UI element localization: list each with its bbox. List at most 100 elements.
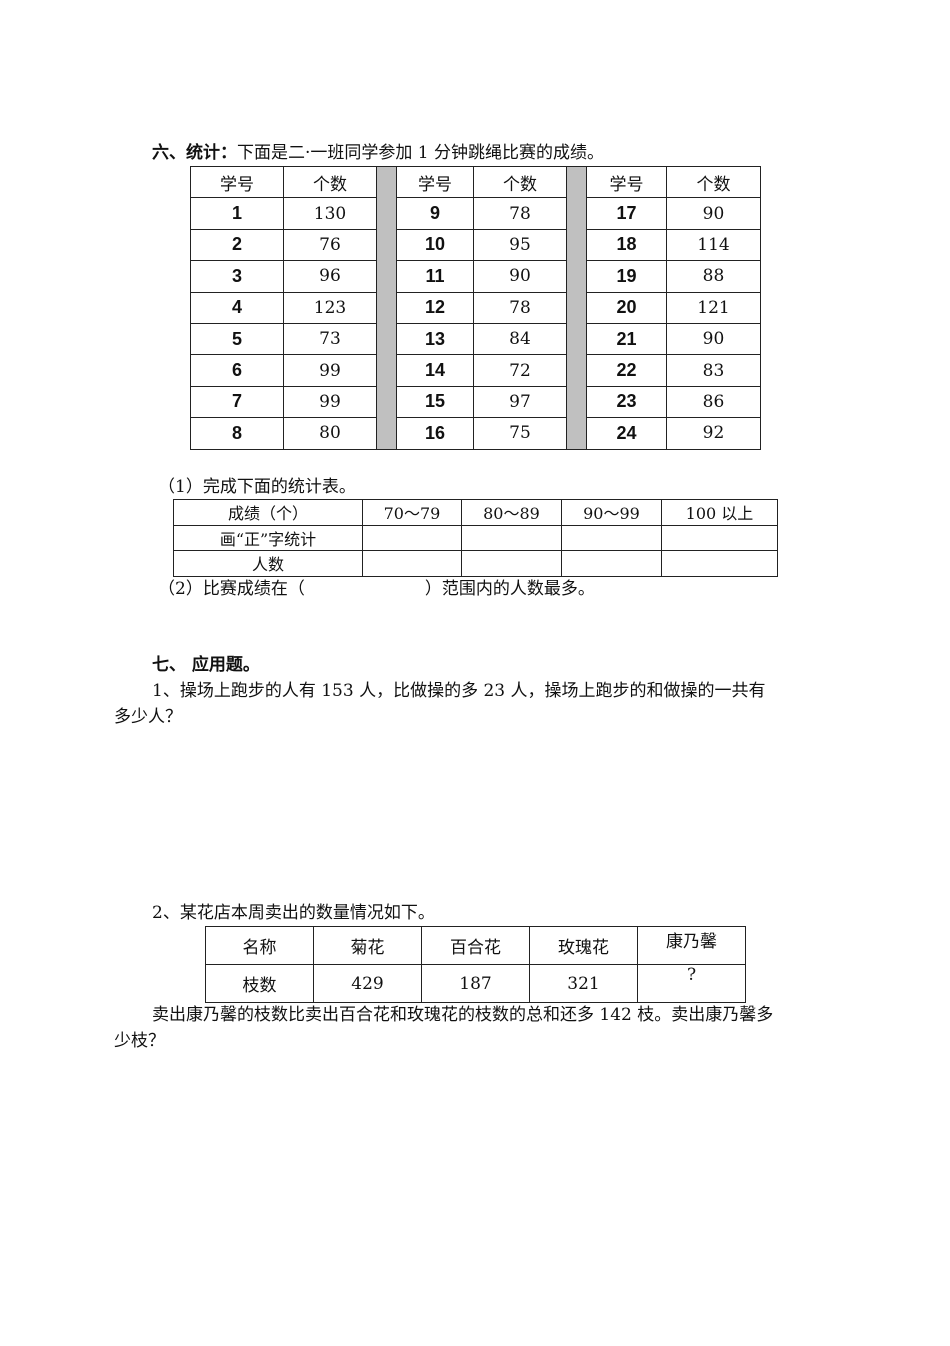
question-2-text-before: （2）比赛成绩在（ [158, 579, 305, 599]
problem-2-intro: 2、某花店本周卖出的数量情况如下。 [152, 903, 435, 923]
question-1: （1）完成下面的统计表。 [158, 477, 356, 497]
quantity-cell: 枝数 [205, 964, 314, 1003]
table-header-row: 成绩（个） 70～79 80～89 90～99 100 以上 [173, 499, 778, 526]
table-row: 名称 菊花 百合花 玫瑰花 康乃馨 [205, 926, 746, 965]
answer-cell[interactable] [362, 524, 462, 551]
tally-table: 成绩（个） 70～79 80～89 90～99 100 以上 画“正”字统计 人数 [173, 499, 778, 577]
flower-name-cell: 百合花 [421, 926, 530, 965]
student-id-cell: 16 [396, 417, 474, 450]
question-2: （2）比赛成绩在（ ）范围内的人数最多。 [158, 579, 595, 599]
flower-name-cell: 玫瑰花 [529, 926, 638, 965]
table-row: 4 123 12 78 20 121 [190, 291, 761, 324]
table-row: 人数 [173, 550, 778, 577]
quantity-cell: ? [637, 964, 746, 1003]
count-cell: 75 [473, 417, 567, 450]
count-cell: 72 [473, 354, 567, 387]
flower-name-cell: 康乃馨 [637, 926, 746, 965]
quantity-cell: 187 [421, 964, 530, 1003]
student-id-cell: 21 [586, 322, 667, 356]
student-id-cell: 22 [586, 354, 667, 387]
header-cell: 100 以上 [661, 499, 778, 526]
table-row: 1 130 9 78 17 90 [190, 197, 761, 230]
row-label: 画“正”字统计 [173, 524, 363, 551]
count-cell: 84 [473, 322, 567, 356]
student-id-cell: 10 [396, 228, 474, 262]
flower-table: 名称 菊花 百合花 玫瑰花 康乃馨 枝数 429 187 321? [205, 926, 746, 1003]
student-id-cell: 2 [190, 228, 284, 262]
student-id-cell: 23 [586, 385, 667, 419]
student-id-cell: 8 [190, 417, 284, 450]
count-cell: 97 [473, 385, 567, 419]
problem-2-line-2: 少枝？ [114, 1031, 165, 1051]
student-id-cell: 7 [190, 385, 284, 419]
answer-cell[interactable] [362, 550, 462, 577]
student-id-cell: 12 [396, 291, 474, 324]
header-cell: 90～99 [561, 499, 662, 526]
student-id-cell: 19 [586, 260, 667, 293]
answer-cell[interactable] [461, 550, 562, 577]
table-header-row: 学号 个数 学号 个数 学号 个数 [190, 165, 761, 450]
section7-heading: 七、 应用题。 [152, 655, 260, 675]
header-cell: 80～89 [461, 499, 562, 526]
table-row: 枝数 429 187 321? [205, 964, 746, 1003]
student-id-cell: 13 [396, 322, 474, 356]
flower-name-cell: 菊花 [313, 926, 422, 965]
count-cell: 90 [473, 260, 567, 293]
student-id-cell: 3 [190, 260, 284, 293]
count-cell: 78 [473, 291, 567, 324]
table-row: 7 99 15 97 23 86 [190, 385, 761, 419]
count-cell: 90 [666, 322, 761, 356]
student-id-cell: 4 [190, 291, 284, 324]
student-id-cell: 1 [190, 197, 284, 230]
count-cell: 114 [666, 228, 761, 262]
section6-title: 六、统计：下面是二·一班同学参加 1 分钟跳绳比赛的成绩。 [152, 143, 604, 163]
student-id-cell: 15 [396, 385, 474, 419]
count-cell: 92 [666, 417, 761, 450]
table-row: 5 73 13 84 21 90 [190, 322, 761, 356]
count-cell: 95 [473, 228, 567, 262]
count-cell: 80 [283, 417, 377, 450]
student-id-cell: 24 [586, 417, 667, 450]
count-cell: 121 [666, 291, 761, 324]
header-count: 个数 [473, 165, 567, 199]
count-cell: 90 [666, 197, 761, 230]
header-student-id: 学号 [586, 165, 667, 199]
answer-cell[interactable] [561, 524, 662, 551]
row-label: 人数 [173, 550, 363, 577]
count-cell: 88 [666, 260, 761, 293]
answer-cell[interactable] [461, 524, 562, 551]
quantity-cell: 429 [313, 964, 422, 1003]
section6-heading: 六、统计： [152, 143, 237, 163]
header-cell: 70～79 [362, 499, 462, 526]
answer-cell[interactable] [561, 550, 662, 577]
answer-cell[interactable] [661, 550, 778, 577]
count-cell: 73 [283, 322, 377, 356]
table-row: 画“正”字统计 [173, 524, 778, 551]
count-cell: 96 [283, 260, 377, 293]
header-count: 个数 [283, 165, 377, 199]
answer-cell[interactable] [661, 524, 778, 551]
count-cell: 76 [283, 228, 377, 262]
table-row: 2 76 10 95 18 114 [190, 228, 761, 262]
separator-cell [566, 166, 587, 450]
count-cell: 99 [283, 354, 377, 387]
count-cell: 86 [666, 385, 761, 419]
header-cell: 成绩（个） [173, 499, 363, 526]
header-student-id: 学号 [190, 165, 284, 199]
count-cell: 123 [283, 291, 377, 324]
student-id-cell: 14 [396, 354, 474, 387]
count-cell: 83 [666, 354, 761, 387]
scores-table: 学号 个数 学号 个数 学号 个数 1 130 9 78 17 90 2 76 10 95 18 114 3 96 11… [190, 165, 761, 450]
student-id-cell: 6 [190, 354, 284, 387]
header-student-id: 学号 [396, 165, 474, 199]
flower-name-cell: 名称 [205, 926, 314, 965]
table-row: 6 99 14 72 22 83 [190, 354, 761, 387]
student-id-cell: 18 [586, 228, 667, 262]
separator-cell [376, 166, 397, 450]
question-2-text-after: ）范围内的人数最多。 [424, 579, 595, 599]
problem-1-line-1: 1、操场上跑步的人有 153 人，比做操的多 23 人，操场上跑步的和做操的一共… [152, 681, 766, 701]
count-cell: 99 [283, 385, 377, 419]
student-id-cell: 9 [396, 197, 474, 230]
problem-2-line-1: 卖出康乃馨的枝数比卖出百合花和玫瑰花的枝数的总和还多 142 枝。卖出康乃馨多 [152, 1005, 774, 1025]
quantity-cell: 321 [529, 964, 638, 1003]
